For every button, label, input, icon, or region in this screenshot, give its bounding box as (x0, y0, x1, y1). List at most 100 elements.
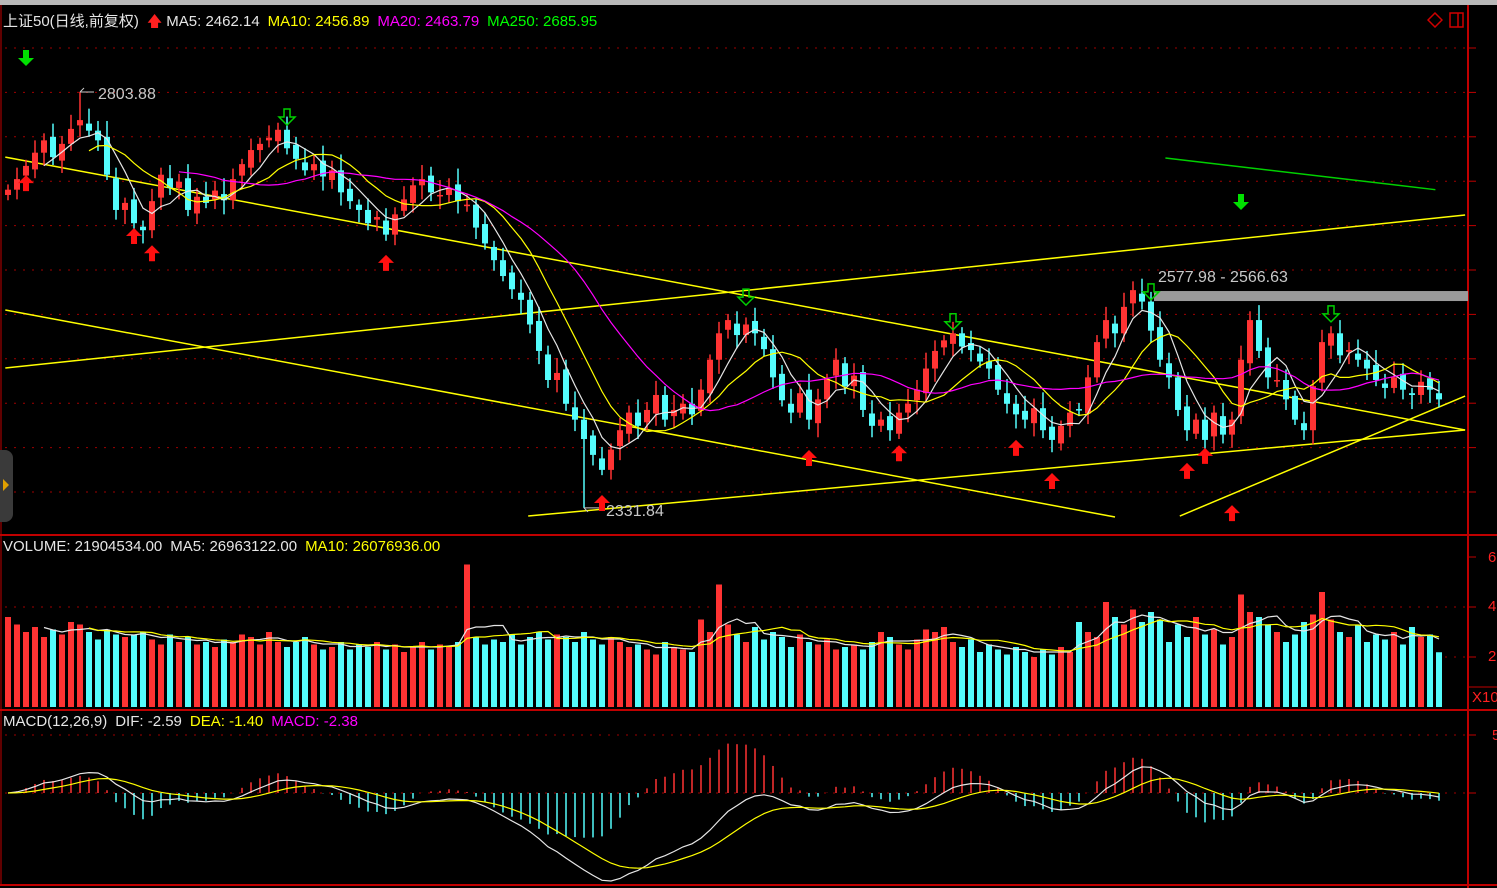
candle-body (968, 342, 974, 351)
volume-bar (905, 649, 911, 707)
sell-signal-arrow-icon (736, 288, 756, 307)
buy-signal-arrow-icon (801, 450, 817, 467)
volume-bar (1409, 627, 1415, 707)
volume-bar (914, 639, 920, 707)
volume-bar (1175, 624, 1181, 707)
candle-body (302, 162, 308, 171)
buy-signal-arrow-icon (594, 494, 610, 511)
volume-bar (509, 634, 515, 707)
candle-body (374, 217, 380, 220)
buy-signal-arrow-icon (18, 175, 34, 192)
candle-body (779, 373, 785, 401)
volume-bar (482, 644, 488, 707)
volume-bar (1391, 632, 1397, 707)
candle-body (14, 179, 20, 190)
volume-bar (86, 632, 92, 707)
candle-body (122, 202, 128, 210)
candle-body (608, 449, 614, 470)
diamond-icon[interactable] (1427, 12, 1443, 28)
trend-line (1179, 395, 1466, 517)
candle-body (1076, 409, 1082, 411)
volume-bar (1022, 652, 1028, 707)
candle-body (455, 184, 461, 202)
candle-body (923, 368, 929, 394)
volume-bar (149, 639, 155, 707)
volume-bar (419, 642, 425, 707)
volume-bar (473, 637, 479, 707)
candle-body (761, 336, 767, 350)
candle-body (1220, 416, 1226, 435)
candle-body (1166, 363, 1172, 378)
candle-body (419, 179, 425, 186)
volume-bar (626, 647, 632, 707)
volume-bar (446, 647, 452, 707)
buy-signal-arrow-icon (126, 228, 142, 245)
low-price-label: 2331.84 (606, 503, 664, 520)
candle-body (599, 458, 605, 470)
volume-bar (104, 629, 110, 707)
candle-body (788, 403, 794, 413)
chart-title: 上证50(日线,前复权) (3, 13, 139, 30)
candle-body (851, 375, 857, 387)
volume-bar (788, 647, 794, 707)
candle-body (1274, 380, 1280, 382)
candle-body (896, 412, 902, 434)
macd-name: MACD(12,26,9) (3, 713, 108, 730)
volume-bar (77, 624, 83, 707)
candle-body (1067, 412, 1073, 426)
volume-bar (311, 644, 317, 707)
volume-bar (815, 644, 821, 707)
candle-body (1121, 306, 1127, 334)
volume-bar (968, 639, 974, 707)
candle-body (734, 323, 740, 336)
volume-bar (392, 644, 398, 707)
candle-body (95, 130, 101, 141)
buy-signal-arrow-icon (1197, 447, 1213, 464)
candle-body (770, 349, 776, 378)
candle-body (1031, 408, 1037, 424)
volume-bar (1157, 619, 1163, 707)
volume-bar (1004, 654, 1010, 707)
volume-bar (572, 642, 578, 707)
candle-body (365, 209, 371, 224)
volume-bar (887, 637, 893, 707)
volume-bar (698, 619, 704, 707)
sell-signal-arrow-icon (1321, 305, 1341, 323)
candle-body (491, 246, 497, 261)
trend-line (5, 214, 1466, 369)
volume-bar (1193, 617, 1199, 707)
candle-body (1427, 378, 1433, 390)
candle-body (1058, 425, 1064, 444)
volume-bar (1337, 632, 1343, 707)
volume-ma10-line (88, 617, 1440, 652)
candle-body (860, 372, 866, 410)
candle-body (1418, 381, 1424, 395)
candle-body (617, 430, 623, 447)
sell-signal-arrow-icon (1233, 193, 1249, 210)
candle-body (1337, 333, 1343, 356)
candle-body (914, 389, 920, 401)
candle-body (1256, 320, 1262, 351)
sidebar-toggle-handle[interactable] (0, 450, 13, 522)
volume-value: VOLUME: 21904534.00 (3, 538, 163, 555)
price-header: 上证50(日线,前复权) 🡅 MA5: 2462.14 MA10: 2456.89 MA… (3, 10, 605, 36)
candle-body (563, 369, 569, 404)
candle-body (554, 372, 560, 380)
layout-toggle-icon[interactable] (1449, 12, 1465, 28)
candle-body (1229, 419, 1235, 435)
candle-body (878, 419, 884, 426)
candle-body (509, 272, 515, 290)
volume-bar (41, 637, 47, 707)
trend-line (5, 156, 1466, 431)
trend-line (528, 429, 1466, 517)
candle-body (1139, 293, 1145, 302)
volume-bar (5, 617, 11, 707)
candle-body (311, 164, 317, 171)
volume-bar (689, 652, 695, 707)
volume-bar (1139, 622, 1145, 707)
volume-bar (284, 647, 290, 707)
volume-bar (1031, 657, 1037, 707)
volume-bar (14, 624, 20, 707)
candle-body (239, 164, 245, 176)
volume-bar (1121, 624, 1127, 707)
